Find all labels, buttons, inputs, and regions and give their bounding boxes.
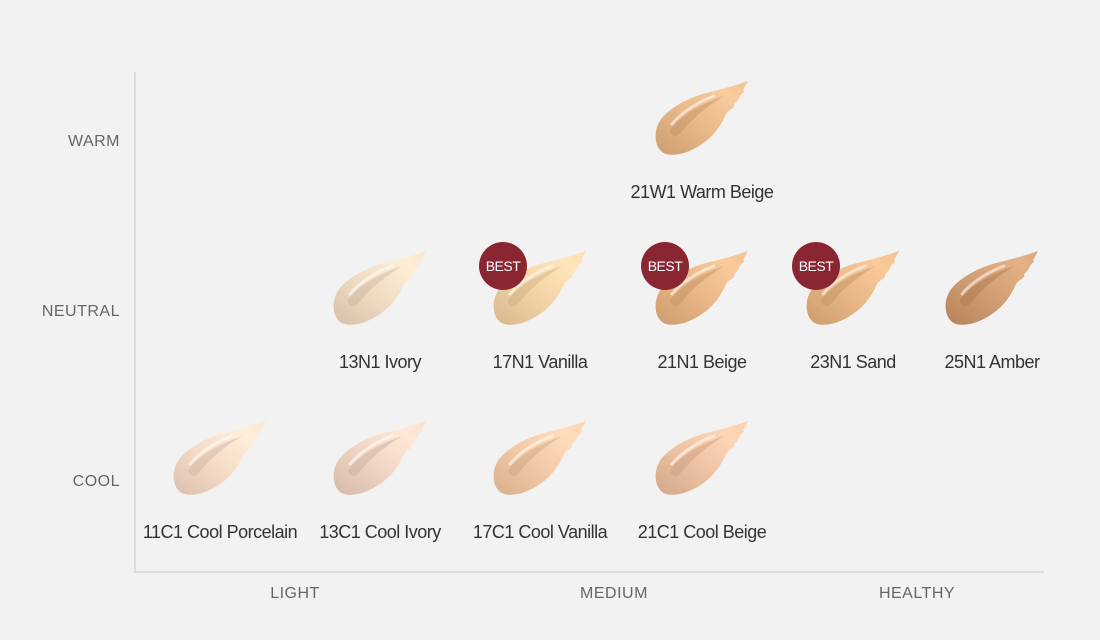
shade-name: 13C1 Cool Ivory	[319, 522, 441, 542]
shade-item[interactable]: 13N1 Ivory	[295, 250, 465, 400]
depth-label-medium: MEDIUM	[580, 585, 648, 602]
swatch-smear-icon	[655, 421, 748, 495]
tone-label-neutral: NEUTRAL	[41, 303, 120, 320]
shade-item[interactable]: 17C1 Cool Vanilla	[455, 420, 625, 570]
shade-name: 21C1 Cool Beige	[637, 522, 767, 542]
swatch-smear-icon	[333, 421, 426, 495]
shade-item[interactable]: 21C1 Cool Beige	[617, 420, 787, 570]
swatch-smear-icon	[173, 421, 266, 495]
tone-label-warm: WARM	[67, 133, 120, 150]
swatch-smear-icon	[945, 251, 1038, 325]
shade-item[interactable]: 21W1 Warm Beige	[617, 80, 787, 230]
best-badge: BEST	[479, 242, 527, 290]
swatch-smear-icon	[333, 251, 426, 325]
shade-item[interactable]: 11C1 Cool Porcelain	[135, 420, 305, 570]
depth-label-light: LIGHT	[270, 585, 320, 602]
best-badge: BEST	[792, 242, 840, 290]
swatch-smear-icon	[493, 251, 586, 325]
shade-name: 25N1 Amber	[944, 352, 1040, 372]
shade-item[interactable]: 25N1 Amber	[907, 250, 1077, 400]
shade-item[interactable]: BEST 23N1 Sand	[768, 242, 938, 400]
best-badge: BEST	[641, 242, 689, 290]
shade-name: 17N1 Vanilla	[492, 352, 588, 372]
swatch-smear-icon	[655, 81, 748, 155]
shade-name: 13N1 Ivory	[338, 352, 422, 372]
shade-name: 11C1 Cool Porcelain	[142, 522, 298, 542]
shade-name: 21W1 Warm Beige	[630, 182, 774, 202]
tone-label-cool: COOL	[72, 473, 120, 490]
shade-item[interactable]: BEST 17N1 Vanilla	[455, 242, 625, 400]
shade-item[interactable]: BEST 21N1 Beige	[617, 242, 787, 400]
swatch-smear-icon	[493, 421, 586, 495]
tone-axis-line	[134, 72, 136, 572]
depth-axis-line	[134, 571, 1044, 573]
shade-name: 23N1 Sand	[810, 352, 896, 372]
shade-name: 17C1 Cool Vanilla	[472, 522, 608, 542]
depth-label-healthy: HEALTHY	[878, 585, 956, 602]
shade-item[interactable]: 13C1 Cool Ivory	[295, 420, 465, 570]
swatch-smear-icon	[806, 251, 899, 325]
swatch-smear-icon	[655, 251, 748, 325]
shade-name: 21N1 Beige	[657, 352, 747, 372]
